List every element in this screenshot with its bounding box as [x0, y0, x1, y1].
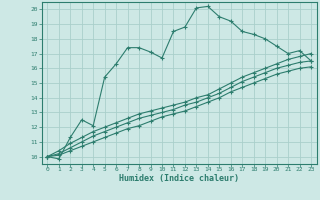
X-axis label: Humidex (Indice chaleur): Humidex (Indice chaleur)	[119, 174, 239, 183]
